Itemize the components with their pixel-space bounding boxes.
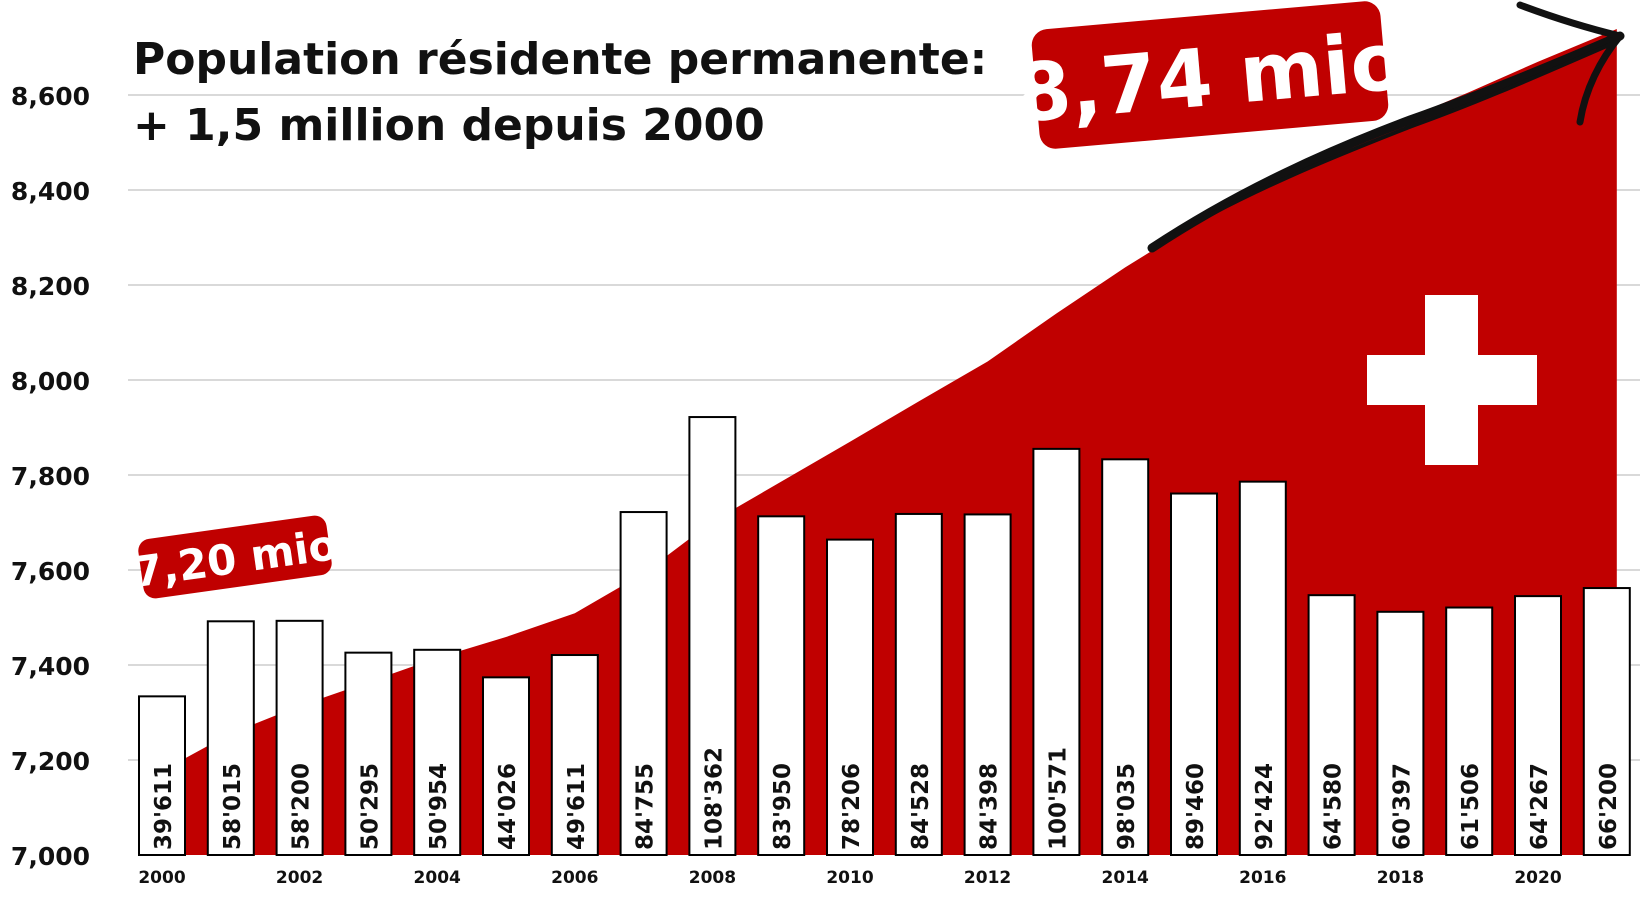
bar [619,511,668,856]
bar-value-label: 64'580 [1321,763,1347,850]
arrow-icon [1147,1,1625,253]
bar-value-label: 100'571 [1045,747,1071,850]
x-tick-label: 2004 [414,868,461,888]
bar-value-label: 92'424 [1252,763,1278,850]
bar [894,512,943,856]
x-tick-label: 2002 [276,868,323,888]
bar-value-label: 78'206 [839,763,865,850]
bar-value-label: 61'506 [1458,763,1484,850]
y-tick-label: 8,000 [11,367,90,396]
x-axis-tick-labels: 2000 2002 2004 2006 2008 2010 2012 2014 2016 2018… [138,868,1561,888]
bar-value-label: 89'460 [1183,763,1209,850]
bar-value-label: 84'528 [908,763,934,850]
bar-value-label: 84'755 [633,763,659,850]
bar [344,651,393,857]
bar [688,416,737,856]
bar [138,695,186,856]
swiss-cross-icon [1367,295,1537,465]
bar-value-label: 60'397 [1389,763,1415,850]
bar-value-label: 108'362 [701,747,727,850]
bar [1582,587,1631,856]
bar-value-label: 98'035 [1114,763,1140,850]
bar-value-label: 84'398 [977,763,1003,850]
end-annotation: 8,74 mio [1011,1,1409,149]
y-tick-label: 8,400 [11,177,90,206]
bar [826,538,874,856]
bars: 39'611 58'015 58'200 50'295 50'954 44'026 49'6… [138,416,1631,857]
bar-value-label: 58'200 [289,763,315,850]
y-tick-label: 8,600 [11,82,90,111]
bar [550,654,599,857]
y-tick-label: 7,200 [11,747,90,776]
y-tick-label: 8,200 [11,272,90,301]
bar-value-label: 39'611 [151,763,177,850]
x-tick-label: 2006 [551,868,598,888]
bar [1514,595,1562,856]
bar [1376,610,1425,856]
bar-value-label: 50'295 [357,763,383,850]
x-tick-label: 2016 [1239,868,1286,888]
bar-value-label: 50'954 [426,763,452,850]
bar [1307,594,1356,856]
bar-value-label: 66'200 [1596,763,1622,850]
y-tick-label: 7,000 [11,842,90,871]
bar [1445,606,1494,857]
y-tick-label: 7,600 [11,557,90,586]
bar [1032,447,1081,856]
bar [757,515,806,856]
start-annotation: 7,20 mio [130,515,340,599]
chart-title-line-2: + 1,5 million depuis 2000 [133,100,765,151]
x-tick-label: 2010 [826,868,873,888]
x-tick-label: 2008 [689,868,736,888]
bar [1238,480,1287,856]
bar [1170,492,1218,856]
x-tick-label: 2020 [1514,868,1561,888]
bar [275,619,324,857]
bar [482,676,530,856]
bar [206,620,255,856]
chart-title-line-1: Population résidente permanente: [133,34,988,85]
bar [1101,458,1150,856]
bar-value-label: 58'015 [220,763,246,850]
y-tick-label: 7,400 [11,652,90,681]
bar-value-label: 64'267 [1527,763,1553,850]
bar [963,513,1012,856]
x-tick-label: 2000 [138,868,185,888]
x-tick-label: 2012 [964,868,1011,888]
bar-value-label: 83'950 [770,763,796,850]
y-tick-label: 7,800 [11,462,90,491]
bar-value-label: 49'611 [564,763,590,850]
y-axis-tick-labels: 7,000 7,200 7,400 7,600 7,800 8,000 8,200 8,400… [11,82,90,871]
x-tick-label: 2014 [1102,868,1149,888]
bar [413,648,462,856]
x-tick-label: 2018 [1377,868,1424,888]
bar-value-label: 44'026 [495,763,521,850]
